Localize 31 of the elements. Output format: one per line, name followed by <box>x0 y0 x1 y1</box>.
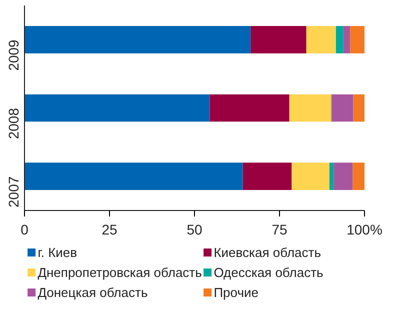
x-tick-label: 0 <box>20 222 29 238</box>
bar <box>353 94 364 122</box>
legend-label: Прочие <box>214 285 258 300</box>
bar <box>334 162 353 190</box>
legend-label: Днепропетровская область <box>38 265 202 280</box>
bar <box>289 94 332 122</box>
bar <box>332 94 354 122</box>
bar <box>24 162 243 190</box>
bar <box>250 26 306 54</box>
x-tick-label: 50 <box>186 222 202 238</box>
bar <box>24 26 251 54</box>
legend-label: Одесская область <box>214 265 324 280</box>
bar <box>350 26 364 54</box>
bar <box>343 26 350 54</box>
legend-label: г. Киев <box>38 245 78 260</box>
bar <box>24 94 210 122</box>
x-tick-label: 25 <box>102 222 118 238</box>
legend-label: Донецкая область <box>38 285 148 300</box>
bar <box>210 94 290 122</box>
bar <box>352 162 364 190</box>
bar <box>242 162 292 190</box>
legend-label: Киевская область <box>214 245 322 260</box>
x-tick-label: 75 <box>272 222 288 238</box>
x-tick-label: 100% <box>346 222 382 238</box>
bar <box>336 26 344 54</box>
y-tick-label: 2008 <box>6 108 22 140</box>
bar <box>329 162 334 190</box>
bar <box>306 26 336 54</box>
y-tick-label: 2007 <box>6 176 22 208</box>
y-tick-label: 2009 <box>6 39 22 71</box>
bar <box>292 162 330 190</box>
